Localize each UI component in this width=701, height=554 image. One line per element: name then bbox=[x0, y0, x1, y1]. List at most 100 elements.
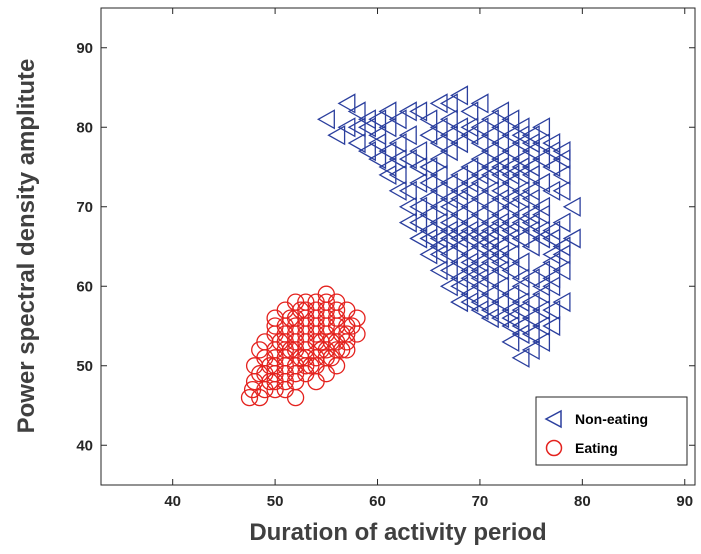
data-point-triangle bbox=[552, 291, 571, 313]
data-point-triangle bbox=[480, 268, 499, 289]
data-point-triangle bbox=[470, 228, 489, 249]
data-point-triangle bbox=[419, 228, 438, 249]
data-point-triangle bbox=[357, 140, 376, 162]
data-point-triangle bbox=[470, 252, 489, 273]
data-point-triangle bbox=[532, 196, 551, 217]
data-point-triangle bbox=[552, 140, 571, 162]
data-point-triangle bbox=[511, 180, 530, 201]
data-point-triangle bbox=[429, 148, 448, 170]
data-point-circle bbox=[312, 333, 330, 351]
legend-marker-triangle-icon bbox=[544, 409, 562, 429]
data-point-triangle bbox=[511, 125, 530, 146]
data-point-triangle bbox=[511, 323, 530, 345]
data-point-triangle bbox=[511, 299, 530, 321]
data-series bbox=[240, 85, 581, 407]
data-point-triangle bbox=[501, 140, 520, 162]
data-point-triangle bbox=[439, 109, 458, 130]
series-non-eating bbox=[316, 85, 581, 368]
data-point-triangle bbox=[429, 228, 448, 249]
data-point-triangle bbox=[419, 188, 438, 209]
data-point-triangle bbox=[450, 85, 469, 106]
data-point-triangle bbox=[521, 268, 540, 289]
data-point-triangle bbox=[439, 188, 458, 209]
data-point-triangle bbox=[532, 315, 551, 337]
data-point-triangle bbox=[409, 228, 428, 249]
data-point-triangle bbox=[388, 132, 407, 154]
data-point-triangle bbox=[501, 284, 520, 305]
data-point-triangle bbox=[501, 125, 520, 146]
legend: Non-eating Eating bbox=[535, 396, 688, 466]
x-tick-label: 80 bbox=[574, 493, 591, 510]
data-point-circle bbox=[266, 317, 284, 335]
data-point-triangle bbox=[337, 117, 356, 138]
data-point-triangle bbox=[501, 331, 520, 353]
data-point-triangle bbox=[429, 164, 448, 186]
data-point-triangle bbox=[491, 101, 510, 122]
data-point-triangle bbox=[542, 299, 561, 321]
y-tick-label: 40 bbox=[76, 437, 93, 454]
data-point-triangle bbox=[532, 299, 551, 321]
y-axis-title: Power spectral density amplitute bbox=[13, 59, 40, 434]
data-point-triangle bbox=[460, 268, 479, 289]
data-point-triangle bbox=[378, 117, 397, 138]
data-point-triangle bbox=[511, 212, 530, 233]
y-tick-label: 70 bbox=[76, 199, 93, 216]
data-point-triangle bbox=[460, 196, 479, 217]
data-point-triangle bbox=[337, 93, 356, 114]
x-tick-label: 60 bbox=[369, 493, 386, 510]
data-point-triangle bbox=[388, 109, 407, 130]
data-point-triangle bbox=[562, 228, 581, 249]
data-point-triangle bbox=[501, 109, 520, 130]
data-point-triangle bbox=[419, 244, 438, 265]
data-point-triangle bbox=[439, 244, 458, 265]
data-point-triangle bbox=[511, 156, 530, 178]
data-point-triangle bbox=[450, 180, 469, 201]
data-point-triangle bbox=[480, 284, 499, 305]
data-point-triangle bbox=[542, 268, 561, 289]
data-point-triangle bbox=[491, 307, 510, 329]
data-point-triangle bbox=[347, 117, 366, 138]
data-point-triangle bbox=[327, 125, 346, 146]
data-point-triangle bbox=[532, 331, 551, 353]
data-point-triangle bbox=[480, 156, 499, 178]
data-point-triangle bbox=[470, 132, 489, 154]
data-point-triangle bbox=[460, 252, 479, 273]
data-point-triangle bbox=[480, 220, 499, 241]
data-point-triangle bbox=[542, 315, 561, 337]
data-point-triangle bbox=[398, 125, 417, 146]
data-point-triangle bbox=[439, 260, 458, 281]
data-point-triangle bbox=[429, 180, 448, 201]
y-axis-ticks: 40 50 60 70 80 90 bbox=[76, 40, 695, 454]
data-point-triangle bbox=[419, 109, 438, 130]
x-axis-ticks: 40 50 60 70 80 90 bbox=[164, 8, 693, 510]
data-point-triangle bbox=[470, 164, 489, 186]
y-tick-label: 80 bbox=[76, 119, 93, 136]
data-point-triangle bbox=[491, 291, 510, 313]
data-point-triangle bbox=[532, 132, 551, 154]
data-point-circle bbox=[338, 325, 356, 343]
data-point-circle bbox=[297, 309, 315, 327]
data-point-triangle bbox=[521, 132, 540, 154]
data-point-triangle bbox=[357, 109, 376, 130]
data-point-triangle bbox=[511, 347, 530, 368]
data-point-triangle bbox=[542, 156, 561, 178]
data-point-triangle bbox=[532, 172, 551, 194]
data-point-triangle bbox=[552, 180, 571, 201]
data-point-triangle bbox=[470, 117, 489, 138]
data-point-triangle bbox=[409, 156, 428, 178]
data-point-triangle bbox=[460, 101, 479, 122]
data-point-circle bbox=[307, 372, 325, 391]
data-point-triangle bbox=[368, 148, 387, 170]
legend-marker-circle-icon bbox=[545, 439, 563, 457]
data-point-triangle bbox=[439, 220, 458, 241]
data-point-triangle bbox=[521, 307, 540, 329]
data-point-circle bbox=[240, 388, 259, 407]
data-point-triangle bbox=[398, 196, 417, 217]
data-point-triangle bbox=[378, 156, 397, 178]
data-point-triangle bbox=[501, 307, 520, 329]
data-point-triangle bbox=[521, 339, 540, 361]
data-point-triangle bbox=[439, 93, 458, 114]
data-point-triangle bbox=[532, 260, 551, 281]
data-point-triangle bbox=[429, 132, 448, 154]
